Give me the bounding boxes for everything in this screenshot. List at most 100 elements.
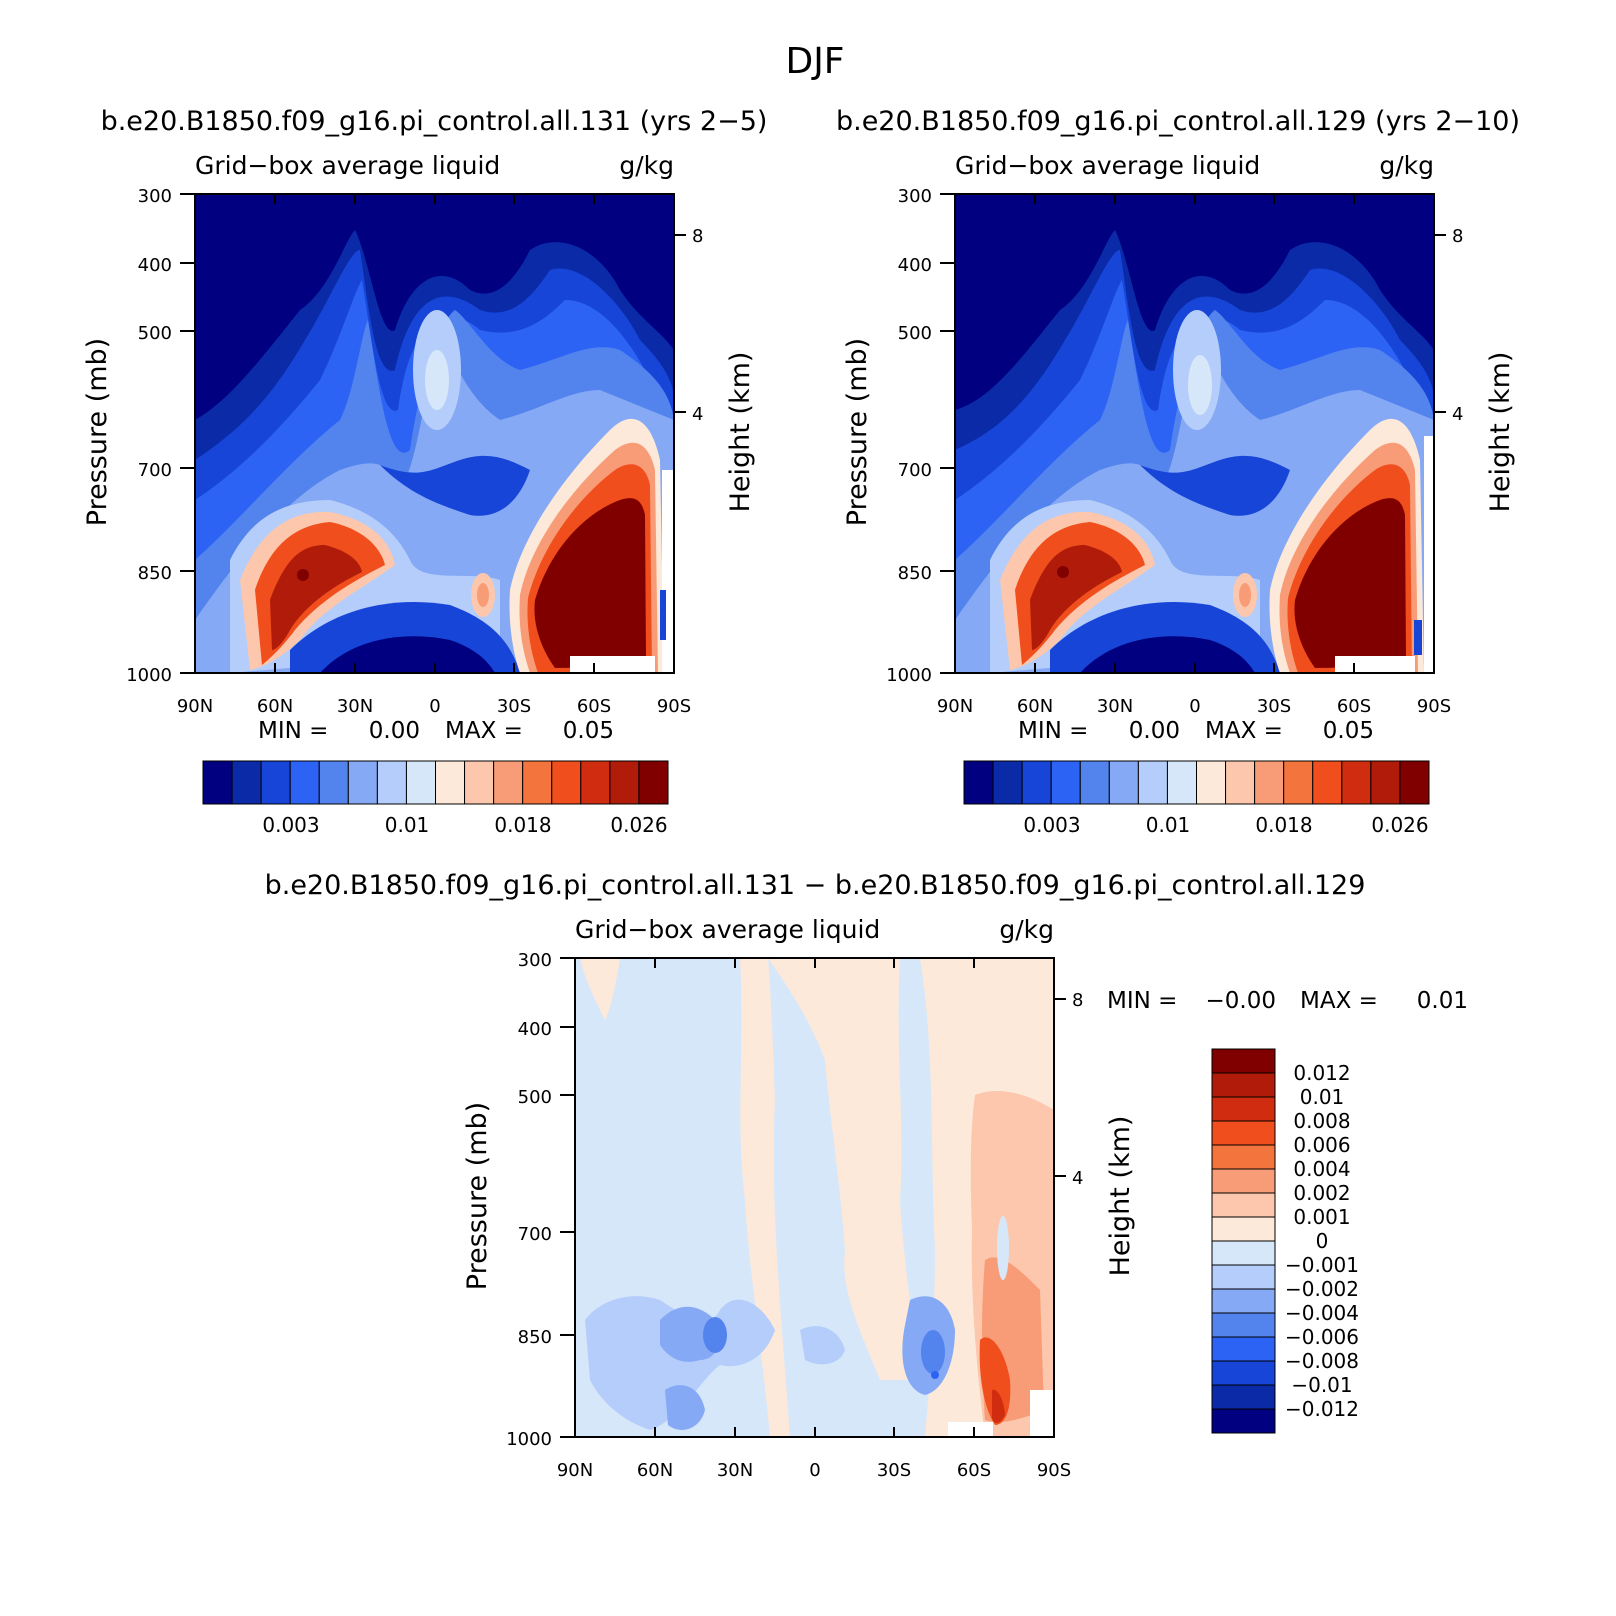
- y-tick-label: 1000: [126, 665, 172, 686]
- colorbar-swatch: [1211, 1144, 1276, 1170]
- x-tick-label: 30S: [1257, 696, 1291, 717]
- colorbar-label: 0.001: [1293, 1205, 1350, 1229]
- panel-3-colorbar: [1211, 1048, 1276, 1434]
- colorbar-swatch: [1225, 760, 1256, 805]
- colorbar-swatch: [551, 760, 582, 805]
- x-tick-label: 60S: [957, 1460, 991, 1481]
- colorbar-label: −0.01: [1291, 1373, 1352, 1397]
- colorbar-swatch: [1370, 760, 1401, 805]
- colorbar-swatch: [1137, 760, 1168, 805]
- colorbar-swatch: [405, 760, 436, 805]
- panel-2-max-value: 0.05: [1323, 718, 1374, 744]
- colorbar-swatch: [1211, 1312, 1276, 1338]
- panel-2: b.e20.B1850.f09_g16.pi_control.all.129 (…: [836, 106, 1520, 837]
- y-tick-label: 400: [898, 255, 932, 276]
- panel-1-ylabel-right: Height (km): [725, 352, 756, 513]
- colorbar-label: 0.012: [1293, 1061, 1350, 1085]
- panel-1-ylabel: Pressure (mb): [82, 338, 113, 526]
- colorbar-swatch: [1312, 760, 1343, 805]
- panel-3-min-label: MIN =: [1107, 988, 1177, 1014]
- y-right-tick-label: 8: [1452, 226, 1463, 247]
- colorbar-swatch: [1211, 1096, 1276, 1122]
- panel-3-min-value: −0.00: [1206, 988, 1276, 1014]
- panel-1: b.e20.B1850.f09_g16.pi_control.all.131 (…: [82, 106, 767, 837]
- colorbar-swatch: [1399, 760, 1430, 805]
- x-tick-label: 30N: [1097, 696, 1133, 717]
- y-tick-label: 400: [518, 1019, 552, 1040]
- x-tick-label: 60N: [637, 1460, 673, 1481]
- colorbar-swatch: [435, 760, 466, 805]
- colorbar-swatch: [1211, 1048, 1276, 1074]
- colorbar-label: 0.026: [610, 813, 667, 837]
- x-tick-label: 60S: [577, 696, 611, 717]
- colorbar-swatch: [638, 760, 669, 805]
- panel-2-max-label: MAX =: [1205, 718, 1283, 744]
- colorbar-swatch: [963, 760, 994, 805]
- colorbar-swatch: [1283, 760, 1314, 805]
- colorbar-swatch: [992, 760, 1023, 805]
- colorbar-swatch: [289, 760, 320, 805]
- colorbar-swatch: [609, 760, 640, 805]
- panel-1-min-label: MIN =: [258, 718, 328, 744]
- colorbar-label: 0.002: [1293, 1181, 1350, 1205]
- y-tick-label: 850: [898, 563, 932, 584]
- colorbar-swatch: [347, 760, 378, 805]
- panel-2-min-label: MIN =: [1018, 718, 1088, 744]
- y-right-tick-label: 4: [692, 404, 703, 425]
- y-tick-label: 700: [518, 1224, 552, 1245]
- colorbar-swatch: [1211, 1288, 1276, 1314]
- panel-3-ylabel-right: Height (km): [1105, 1116, 1136, 1277]
- panel-1-xticks: 90N 60N 30N 0 30S 60S 90S: [177, 194, 691, 717]
- colorbar-swatch: [1211, 1360, 1276, 1386]
- panel-2-yticks: 300 400 500 700 850 1000 8 4: [886, 186, 1463, 686]
- x-tick-label: 60N: [257, 696, 293, 717]
- panel-1-heatmap: [195, 194, 674, 673]
- y-tick-label: 300: [898, 186, 932, 207]
- colorbar-label: 0.003: [262, 813, 319, 837]
- colorbar-swatch: [1211, 1384, 1276, 1410]
- colorbar-label: 0.026: [1371, 813, 1428, 837]
- colorbar-swatch: [376, 760, 407, 805]
- x-tick-label: 0: [1189, 696, 1200, 717]
- colorbar-swatch: [1166, 760, 1197, 805]
- colorbar-swatch: [231, 760, 262, 805]
- colorbar-swatch: [1254, 760, 1285, 805]
- colorbar-swatch: [260, 760, 291, 805]
- colorbar-swatch: [1211, 1216, 1276, 1242]
- panel-1-yticks: 300 400 500 700 850 1000 8 4: [126, 186, 703, 686]
- colorbar-swatch: [202, 760, 233, 805]
- colorbar-swatch: [580, 760, 611, 805]
- colorbar-swatch: [1211, 1120, 1276, 1146]
- panel-3-max-label: MAX =: [1300, 988, 1378, 1014]
- panel-3-xticks: 90N 60N 30N 0 30S 60S 90S: [557, 958, 1071, 1481]
- colorbar-label: 0.003: [1023, 813, 1080, 837]
- panel-3-units: g/kg: [999, 915, 1054, 944]
- colorbar-label: 0.01: [1146, 813, 1191, 837]
- colorbar-label: 0.008: [1293, 1109, 1350, 1133]
- panel-3: b.e20.B1850.f09_g16.pi_control.all.131 −…: [265, 870, 1468, 1481]
- colorbar-label: 0: [1316, 1229, 1329, 1253]
- colorbar-swatch: [464, 760, 495, 805]
- colorbar-swatch: [1108, 760, 1139, 805]
- panel-2-title: b.e20.B1850.f09_g16.pi_control.all.129 (…: [836, 106, 1520, 137]
- colorbar-label: −0.008: [1285, 1349, 1359, 1373]
- x-tick-label: 90S: [1417, 696, 1451, 717]
- y-tick-label: 700: [898, 460, 932, 481]
- panel-3-max-value: 0.01: [1417, 988, 1468, 1014]
- panel-3-ylabel: Pressure (mb): [462, 1102, 493, 1290]
- panel-3-yticks: 300 400 500 700 850 1000 8 4: [506, 950, 1083, 1450]
- colorbar-swatch: [318, 760, 349, 805]
- y-tick-label: 400: [138, 255, 172, 276]
- colorbar-label: 0.018: [494, 813, 551, 837]
- y-right-tick-label: 8: [1072, 990, 1083, 1011]
- colorbar-swatch: [1211, 1240, 1276, 1266]
- x-tick-label: 30N: [337, 696, 373, 717]
- colorbar-swatch: [1211, 1168, 1276, 1194]
- panel-1-min-value: 0.00: [369, 718, 420, 744]
- x-tick-label: 0: [809, 1460, 820, 1481]
- x-tick-label: 0: [429, 696, 440, 717]
- panel-1-subtitle-left: Grid−box average liquid: [195, 151, 500, 180]
- colorbar-label: 0.006: [1293, 1133, 1350, 1157]
- y-tick-label: 500: [898, 323, 932, 344]
